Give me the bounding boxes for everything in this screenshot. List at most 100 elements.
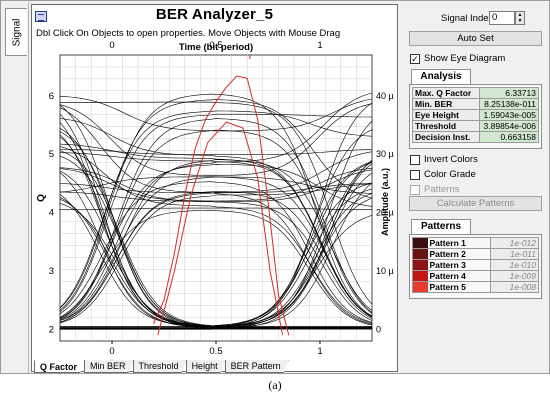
bottom-tab-bar: Q Factor Min BER Threshold Height BER Pa… xyxy=(34,360,288,374)
x-tick-bottom: 0.5 xyxy=(209,346,222,357)
table-row: Decision Inst. 0.663158 xyxy=(412,131,540,143)
control-panel: Signal Index: 0 ▲ ▼ Auto Set ✓ Show Eye … xyxy=(403,4,547,372)
tab-ber-pattern[interactable]: BER Pattern xyxy=(225,360,289,373)
signal-index-input[interactable]: 0 xyxy=(489,11,515,25)
table-row: Max. Q Factor 6.33713 xyxy=(412,87,540,99)
pattern-swatch xyxy=(412,270,428,282)
pattern-swatch xyxy=(412,281,428,293)
eye-diagram-panel[interactable]: 0 0 0.5 0.5 1 1 Time (bit period) 2 3 4 5 6 Q 0 10 µ 20… xyxy=(31,4,398,372)
tab-threshold[interactable]: Threshold xyxy=(133,360,187,373)
pattern-ber: 1e-009 xyxy=(489,270,540,282)
patterns-table: Pattern 1 1e-012 Pattern 2 1e-011 Pattern … xyxy=(412,237,540,293)
pattern-name: Pattern 4 xyxy=(427,270,491,282)
pattern-ber: 1e-010 xyxy=(489,259,540,271)
eye-trace xyxy=(60,146,372,324)
y-tick-right: 20 µ xyxy=(376,208,394,218)
patterns-group: Pattern 1 1e-012 Pattern 2 1e-011 Pattern … xyxy=(409,234,542,299)
analysis-key: Threshold xyxy=(412,120,480,132)
signal-index-spinner[interactable]: ▲ ▼ xyxy=(515,11,525,25)
window-title: BER Analyzer_5 xyxy=(155,6,274,23)
eye-trace xyxy=(60,107,372,325)
table-row: Pattern 4 1e-009 xyxy=(412,270,540,282)
tab-signal-label: Signal xyxy=(11,18,22,46)
y-axis-label-left: Q xyxy=(36,194,47,202)
show-eye-checkbox[interactable]: ✓ Show Eye Diagram xyxy=(410,53,505,64)
pattern-name: Pattern 2 xyxy=(427,248,491,260)
table-row: Pattern 3 1e-010 xyxy=(412,259,540,271)
patterns-header: Patterns xyxy=(411,219,471,234)
eye-trace xyxy=(60,103,372,176)
tab-height[interactable]: Height xyxy=(186,360,226,373)
analyzer-app-icon xyxy=(35,11,47,22)
y-tick-left: 3 xyxy=(49,266,54,277)
x-tick-top: 0 xyxy=(109,40,114,51)
eye-trace xyxy=(60,168,372,202)
tab-q-factor[interactable]: Q Factor xyxy=(34,360,85,373)
q-factor-curve xyxy=(153,75,290,336)
x-tick-bottom: 0 xyxy=(109,346,114,357)
pattern-swatch xyxy=(412,237,428,249)
pattern-swatch xyxy=(412,259,428,271)
invert-colors-label: Invert Colors xyxy=(424,154,478,165)
x-axis-label-top: Time (bit period) xyxy=(179,42,253,53)
checkbox-box[interactable] xyxy=(410,154,420,165)
eye-trace xyxy=(60,163,372,318)
eye-trace xyxy=(60,182,372,329)
table-row: Eye Height 1.59043e-005 xyxy=(412,109,540,121)
pattern-ber: 1e-012 xyxy=(489,237,540,249)
y-tick-right: 10 µ xyxy=(376,266,394,276)
eye-trace xyxy=(60,167,372,203)
table-row: Pattern 5 1e-008 xyxy=(412,281,540,293)
analysis-value: 1.59043e-005 xyxy=(478,109,540,121)
eye-trace xyxy=(60,191,372,323)
table-row: Min. BER 8.25138e-011 xyxy=(412,98,540,110)
eye-trace xyxy=(60,159,372,321)
y-tick-right: 30 µ xyxy=(376,149,394,159)
ber-analyzer-window: Signal 0 0 0.5 0.5 1 1 Time (bit period) 2 3 4 5 6 Q… xyxy=(0,0,550,374)
auto-set-button[interactable]: Auto Set xyxy=(409,31,542,46)
eye-trace xyxy=(60,113,372,313)
y-tick-left: 5 xyxy=(49,149,54,160)
tab-signal[interactable]: Signal xyxy=(5,8,27,56)
figure-caption: (a) xyxy=(268,378,282,392)
y-tick-left: 2 xyxy=(49,324,54,335)
side-tab-strip: Signal xyxy=(2,2,29,373)
patterns-checkbox[interactable]: Patterns xyxy=(410,184,459,195)
color-grade-checkbox[interactable]: Color Grade xyxy=(410,169,476,180)
pattern-ber: 1e-011 xyxy=(489,248,540,260)
tab-min-ber[interactable]: Min BER xyxy=(84,360,134,373)
usage-hint: Dbl Click On Objects to open properties.… xyxy=(36,28,341,39)
x-tick-top: 1 xyxy=(317,40,322,51)
checkmark-icon[interactable]: ✓ xyxy=(410,53,420,64)
spin-up-icon[interactable]: ▲ xyxy=(517,12,523,18)
table-row: Threshold 3.89854e-006 xyxy=(412,120,540,132)
eye-trace xyxy=(60,93,372,317)
checkbox-box[interactable] xyxy=(410,169,420,180)
invert-colors-checkbox[interactable]: Invert Colors xyxy=(410,154,478,165)
pattern-ber: 1e-008 xyxy=(489,281,540,293)
eye-diagram-chart[interactable]: 0 0 0.5 0.5 1 1 Time (bit period) 2 3 4 5 6 Q 0 10 µ 20… xyxy=(32,5,397,360)
eye-trace xyxy=(60,118,372,318)
analysis-value: 6.33713 xyxy=(478,87,540,99)
x-tick-top: 0.5 xyxy=(209,40,222,51)
spin-down-icon[interactable]: ▼ xyxy=(517,18,523,24)
eye-trace xyxy=(60,182,372,327)
calculate-patterns-button[interactable]: Calculate Patterns xyxy=(409,196,542,211)
table-row: Pattern 2 1e-011 xyxy=(412,248,540,260)
x-tick-bottom: 1 xyxy=(317,346,322,357)
analysis-header: Analysis xyxy=(411,69,471,84)
show-eye-label: Show Eye Diagram xyxy=(424,53,506,64)
patterns-checkbox-label: Patterns xyxy=(424,184,460,195)
analysis-value: 3.89854e-006 xyxy=(478,120,540,132)
eye-trace xyxy=(60,118,372,319)
pattern-name: Pattern 5 xyxy=(427,281,491,293)
y-tick-right: 40 µ xyxy=(376,91,394,101)
y-tick-left: 6 xyxy=(49,91,54,102)
pattern-name: Pattern 1 xyxy=(427,237,491,249)
pattern-name: Pattern 3 xyxy=(427,259,491,271)
checkbox-box[interactable] xyxy=(410,184,420,195)
analysis-group: Max. Q Factor 6.33713 Min. BER 8.25138e-01… xyxy=(409,84,542,149)
table-row: Pattern 1 1e-012 xyxy=(412,237,540,249)
analysis-key: Decision Inst. xyxy=(412,131,480,143)
eye-trace xyxy=(60,110,372,309)
